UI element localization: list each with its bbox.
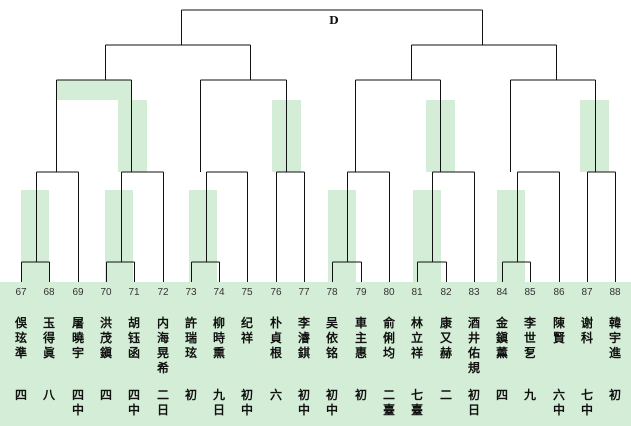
player-grade: 四	[99, 388, 112, 402]
player-number: 78	[326, 287, 338, 298]
player-name: 屠曉宇	[71, 316, 84, 360]
player-number: 69	[72, 287, 84, 298]
player-number: 71	[128, 287, 140, 298]
player-grade: 初中	[240, 388, 253, 417]
player-grade: 六	[269, 388, 282, 402]
player-number: 76	[270, 287, 282, 298]
player-grade: 四中	[127, 388, 140, 417]
player-grade: 二	[439, 388, 452, 402]
player-grade: 初日	[467, 388, 480, 417]
player-name: 玉得眞	[42, 316, 55, 360]
player-name: 柳時熏	[212, 316, 225, 360]
player-grade: 二日	[156, 388, 169, 417]
player-grade: 八	[42, 388, 55, 402]
player-band	[0, 282, 631, 426]
player-name: 纪祥	[240, 316, 253, 345]
player-grade: 二臺	[382, 388, 395, 417]
player-number: 74	[213, 287, 225, 298]
player-grade: 七臺	[410, 388, 423, 417]
player-name: 林立祥	[410, 316, 423, 360]
player-grade: 初	[354, 388, 367, 402]
player-grade: 初中	[297, 388, 310, 417]
player-number: 81	[411, 287, 423, 298]
player-grade: 四	[14, 388, 27, 402]
advance-highlight	[189, 190, 217, 282]
player-grade: 六中	[552, 388, 565, 417]
player-name: 康又赫	[439, 316, 452, 360]
player-number: 83	[468, 287, 480, 298]
player-name: 内海晃希	[156, 316, 169, 375]
player-grade: 九	[523, 388, 536, 402]
player-name: 朴貞根	[269, 316, 282, 360]
player-name: 吴依铭	[325, 316, 338, 360]
final-label: D	[329, 14, 339, 27]
advance-highlight	[21, 190, 49, 282]
player-number: 85	[524, 287, 536, 298]
player-name: 洪茂鎭	[99, 316, 112, 360]
player-name: 金鎭薰	[495, 316, 508, 360]
player-number: 80	[383, 287, 395, 298]
player-number: 87	[581, 287, 593, 298]
player-number: 73	[185, 287, 197, 298]
advance-highlight	[105, 190, 133, 282]
player-name: 胡钰函	[127, 316, 140, 360]
player-grade: 初	[608, 388, 621, 402]
player-number: 88	[609, 287, 621, 298]
advance-highlight	[118, 100, 147, 172]
player-number: 70	[100, 287, 112, 298]
player-grade: 四中	[71, 388, 84, 417]
player-name: 俞俐均	[382, 316, 395, 360]
player-name: 韓宇進	[608, 316, 621, 360]
player-name: 李濬錤	[297, 316, 310, 360]
player-name: 谢科	[580, 316, 593, 345]
player-number: 82	[440, 287, 452, 298]
player-number: 77	[298, 287, 310, 298]
player-number: 84	[496, 287, 508, 298]
player-grade: 初	[184, 388, 197, 402]
player-number: 67	[15, 287, 27, 298]
advance-highlight	[580, 100, 609, 172]
player-grade: 四	[495, 388, 508, 402]
player-grade: 七中	[580, 388, 593, 417]
player-name: 酒井佑規	[467, 316, 480, 375]
player-name: 俁玹準	[14, 316, 27, 360]
player-number: 75	[241, 287, 253, 298]
player-name: 陳賢	[552, 316, 565, 345]
player-number: 72	[157, 287, 169, 298]
advance-highlight	[497, 190, 525, 282]
player-number: 79	[355, 287, 367, 298]
player-number: 68	[43, 287, 55, 298]
player-grade: 初中	[325, 388, 338, 417]
player-name: 李世乭	[523, 316, 536, 360]
player-grade: 九日	[212, 388, 225, 417]
player-name: 許瑞玹	[184, 316, 197, 360]
player-number: 86	[553, 287, 565, 298]
advance-highlight	[56, 80, 131, 100]
player-name: 車主惠	[354, 316, 367, 360]
